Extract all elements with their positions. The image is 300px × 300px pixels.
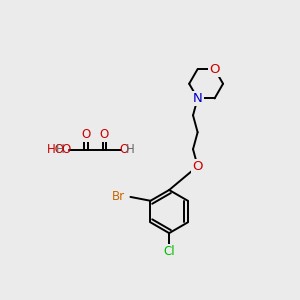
Text: O: O [120,143,129,157]
Text: O: O [81,128,91,141]
Text: O: O [192,160,203,173]
Text: Br: Br [112,190,125,203]
Text: Cl: Cl [163,245,175,258]
Text: H: H [56,143,64,157]
Text: O: O [209,63,220,76]
Text: H: H [126,143,135,157]
Text: N: N [193,92,202,105]
Text: HO: HO [46,143,64,157]
Text: O: O [61,143,70,157]
Text: O: O [100,128,109,141]
